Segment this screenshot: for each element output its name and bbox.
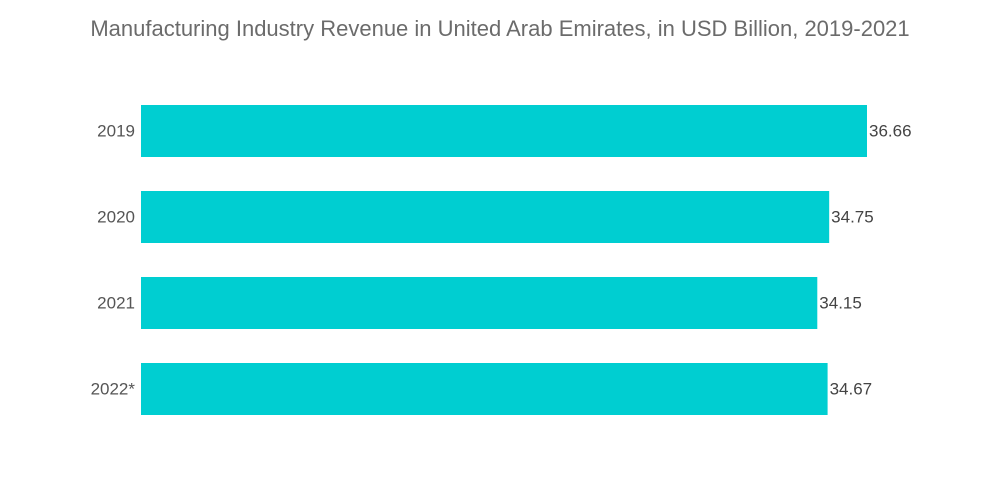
bar-2019 <box>141 105 867 157</box>
y-tick-label: 2021 <box>97 294 135 313</box>
y-tick-label: 2022* <box>91 380 136 399</box>
bar-value-label: 36.66 <box>869 122 912 141</box>
chart-title: Manufacturing Industry Revenue in United… <box>90 16 910 41</box>
y-tick-label: 2019 <box>97 122 135 141</box>
bar-2020 <box>141 191 830 243</box>
bar-value-label: 34.67 <box>830 380 873 399</box>
y-tick-label: 2020 <box>97 208 135 227</box>
bar-2021 <box>141 277 818 329</box>
bar-value-label: 34.75 <box>831 208 874 227</box>
bar-value-label: 34.15 <box>819 294 862 313</box>
bar-2022 <box>141 363 828 415</box>
